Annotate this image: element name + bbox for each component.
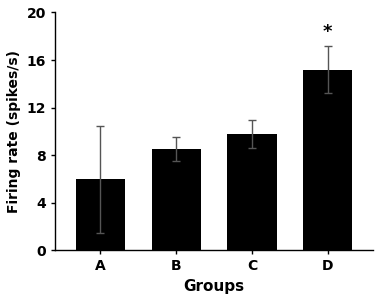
Bar (227, 134, 277, 250)
Text: *: * (323, 23, 332, 41)
Bar (76, 179, 125, 250)
Bar (303, 70, 352, 250)
Bar (152, 149, 201, 250)
X-axis label: Groups: Groups (184, 279, 245, 294)
Y-axis label: Firing rate (spikes/s): Firing rate (spikes/s) (7, 50, 21, 213)
